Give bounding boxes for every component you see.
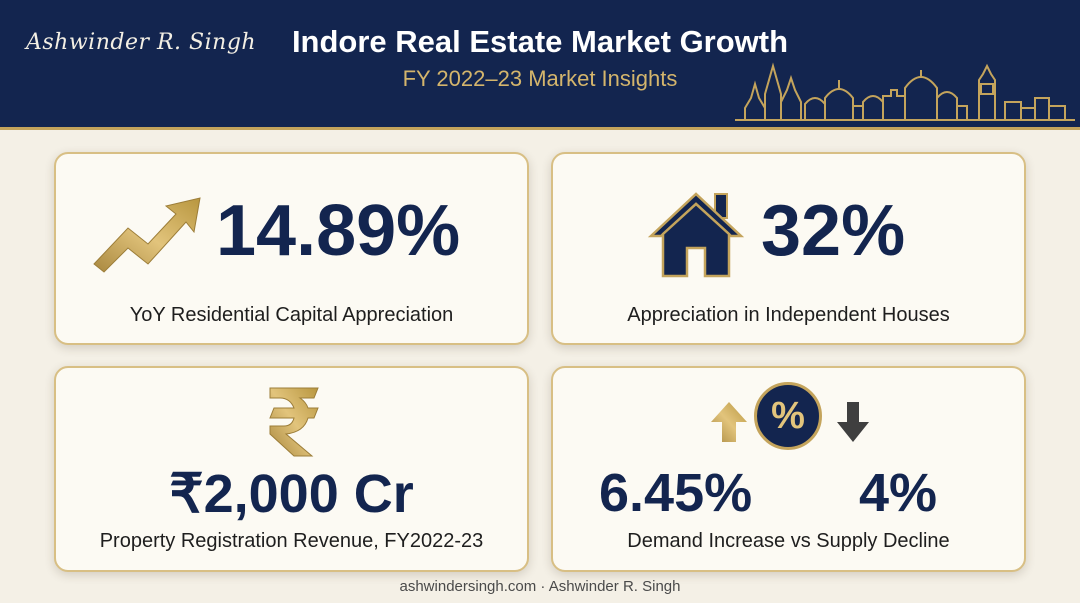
rupee-icon xyxy=(269,387,319,457)
stat-value: 14.89% xyxy=(216,191,461,271)
footer-credit: ashwindersingh.com · Ashwinder R. Singh xyxy=(399,578,681,595)
stat-label: YoY Residential Capital Appreciation xyxy=(129,304,454,326)
stat-card-capital-appreciation: 14.89% YoY Residential Capital Appreciat… xyxy=(54,152,529,345)
house-icon xyxy=(647,192,745,278)
demand-value: 6.45% xyxy=(599,463,753,523)
header-banner: Ashwinder R. Singh Indore Real Estate Ma… xyxy=(0,0,1080,130)
supply-value: 4% xyxy=(859,463,938,523)
stat-value: ₹2,000 Cr xyxy=(169,464,414,524)
arrow-up-icon xyxy=(711,402,747,442)
stat-card-independent-houses: 32% Appreciation in Independent Houses xyxy=(551,152,1026,345)
stat-card-registration-revenue: ₹2,000 Cr Property Registration Revenue,… xyxy=(54,366,529,572)
stat-card-demand-supply: % 6.45% 4% Demand Increase vs Supply Dec… xyxy=(551,366,1026,572)
page-subtitle: FY 2022–23 Market Insights xyxy=(402,66,678,91)
stat-value: 32% xyxy=(761,191,906,271)
arrow-down-icon xyxy=(837,402,869,442)
brand-signature: Ashwinder R. Singh xyxy=(26,30,257,55)
percent-symbol: % xyxy=(771,395,805,437)
percent-badge-icon: % xyxy=(754,382,822,450)
stat-label: Appreciation in Independent Houses xyxy=(627,304,950,326)
page-title: Indore Real Estate Market Growth xyxy=(291,24,789,59)
city-skyline-icon xyxy=(735,62,1075,121)
stat-label: Demand Increase vs Supply Decline xyxy=(627,530,950,552)
stat-label: Property Registration Revenue, FY2022-23 xyxy=(99,530,484,552)
trending-up-arrow-icon xyxy=(93,197,201,273)
